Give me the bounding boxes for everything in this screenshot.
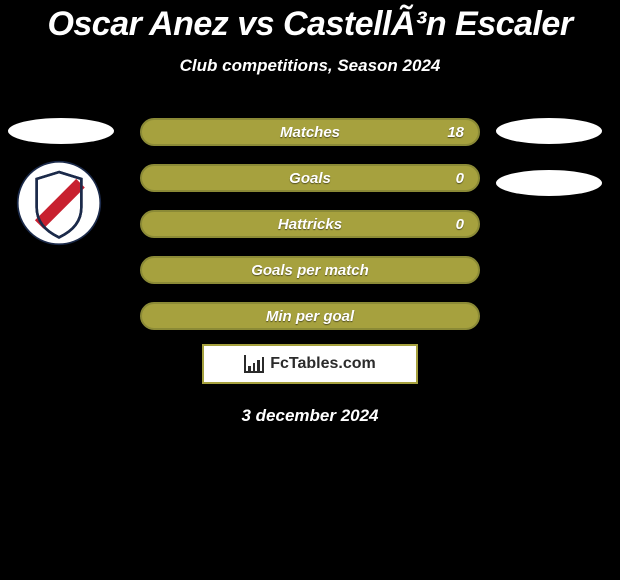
- stat-label: Goals per match: [251, 262, 369, 279]
- right-player-badge: [496, 118, 602, 196]
- stat-value: 0: [456, 216, 464, 233]
- page-title: Oscar Anez vs CastellÃ³n Escaler: [0, 5, 620, 44]
- stat-value: 0: [456, 170, 464, 187]
- bar-chart-icon: [244, 355, 264, 373]
- left-player-badge: [8, 118, 114, 251]
- stat-row-goals-per-match: Goals per match: [140, 256, 480, 284]
- stat-row-goals: Goals 0: [140, 164, 480, 192]
- stats-area: Matches 18 Goals 0 Hattricks 0 Goals per…: [0, 118, 620, 426]
- subtitle: Club competitions, Season 2024: [0, 56, 620, 76]
- source-name: FcTables.com: [270, 355, 376, 373]
- stat-label: Goals: [289, 170, 331, 187]
- stat-rows: Matches 18 Goals 0 Hattricks 0 Goals per…: [140, 118, 480, 330]
- stat-value: 18: [447, 124, 464, 141]
- club-logo-icon: [16, 160, 102, 246]
- stat-label: Matches: [280, 124, 340, 141]
- stat-label: Min per goal: [266, 308, 354, 325]
- comparison-card: Oscar Anez vs CastellÃ³n Escaler Club co…: [0, 0, 620, 426]
- stat-label: Hattricks: [278, 216, 342, 233]
- source-badge[interactable]: FcTables.com: [202, 344, 418, 384]
- footer-date: 3 december 2024: [0, 406, 620, 426]
- stat-row-min-per-goal: Min per goal: [140, 302, 480, 330]
- stat-row-matches: Matches 18: [140, 118, 480, 146]
- placeholder-ellipse-icon: [496, 170, 602, 196]
- placeholder-ellipse-icon: [496, 118, 602, 144]
- placeholder-ellipse-icon: [8, 118, 114, 144]
- stat-row-hattricks: Hattricks 0: [140, 210, 480, 238]
